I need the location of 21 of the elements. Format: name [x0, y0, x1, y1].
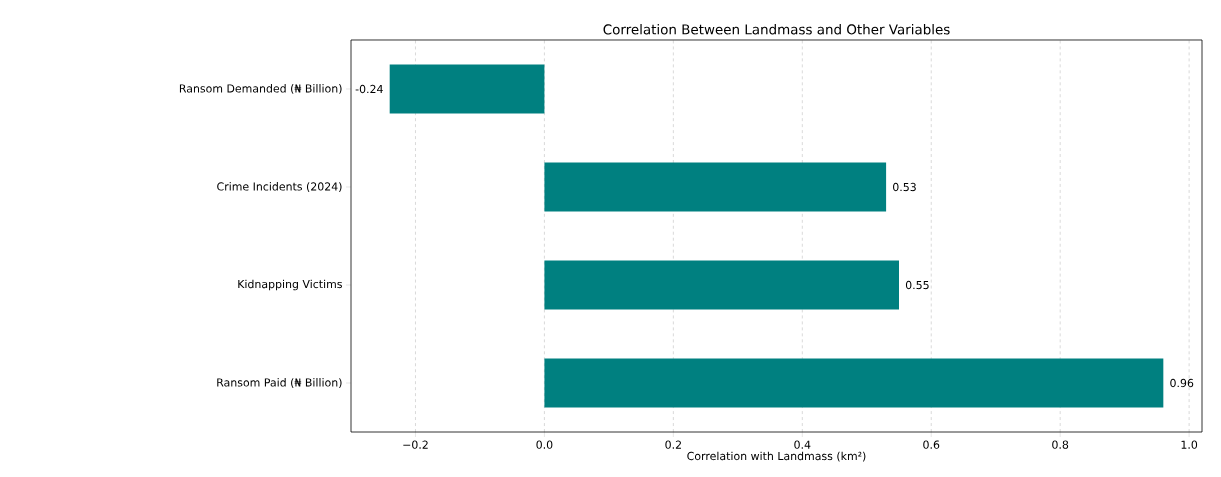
x-tick-label: 0.2	[665, 440, 681, 449]
y-tick-label: Kidnapping Victims	[238, 279, 342, 291]
bar	[544, 260, 899, 310]
bar	[389, 64, 545, 114]
x-tick-label: 0.6	[923, 440, 940, 449]
y-tick-label: Ransom Demanded (₦ Billion)	[179, 84, 342, 94]
x-tick-label: 1.0	[1181, 440, 1198, 449]
x-axis-title: Correlation with Landmass (km²)	[687, 451, 866, 462]
chart-title: Correlation Between Landmass and Other Variables	[603, 24, 950, 35]
x-tick-label: −0.2	[403, 440, 428, 449]
data-label: 0.55	[905, 280, 929, 290]
bar	[544, 358, 1164, 408]
bar	[544, 162, 887, 212]
y-tick-label: Ransom Paid (₦ Billion)	[217, 378, 342, 388]
data-label: 0.96	[1170, 378, 1194, 388]
data-label: 0.53	[893, 182, 916, 192]
x-tick-label: 0.8	[1052, 440, 1069, 449]
x-tick-label: 0.0	[536, 440, 553, 449]
data-label: -0.24	[355, 84, 383, 94]
y-tick-label: Crime Incidents (2024)	[217, 182, 342, 192]
x-tick-label: 0.4	[794, 440, 811, 449]
